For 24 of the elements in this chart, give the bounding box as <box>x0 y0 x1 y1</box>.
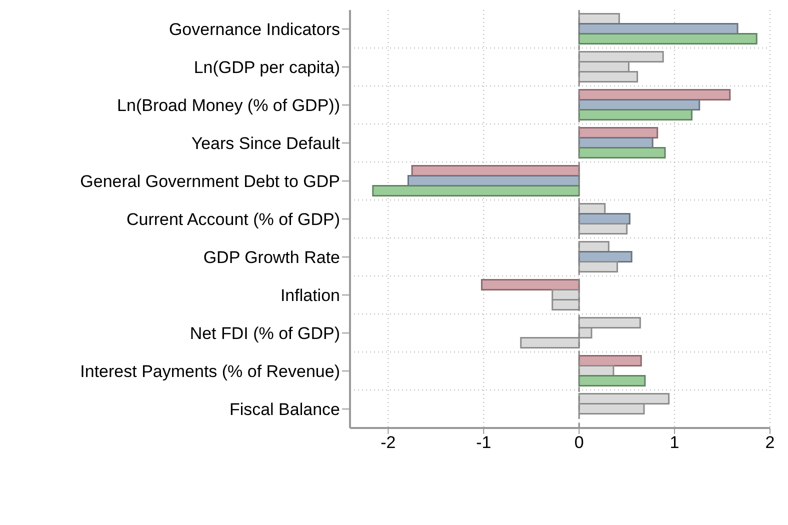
bar <box>578 375 646 387</box>
y-tick-label: Fiscal Balance <box>229 400 340 420</box>
y-tick-label: Years Since Default <box>191 134 340 154</box>
y-tick-label: Governance Indicators <box>168 20 340 40</box>
y-tick-label: Current Account (% of GDP) <box>126 210 340 230</box>
y-tick-label: Inflation <box>280 286 340 306</box>
y-tick-label: GDP Growth Rate <box>203 248 340 268</box>
y-tick-label: Net FDI (% of GDP) <box>190 324 340 344</box>
x-tick-label: 1 <box>670 433 680 452</box>
bar <box>372 185 580 197</box>
y-tick-label: Ln(GDP per capita) <box>194 58 340 78</box>
bar <box>578 33 758 45</box>
x-tick-label: -1 <box>476 433 492 452</box>
bar <box>578 109 692 121</box>
x-tick-label: 0 <box>574 433 584 452</box>
bar <box>578 355 642 367</box>
y-tick-label: Ln(Broad Money (% of GDP)) <box>117 96 340 116</box>
y-tick-label: General Government Debt to GDP <box>80 172 340 192</box>
bar <box>578 147 666 159</box>
bar <box>578 251 632 263</box>
x-tick-label: -2 <box>380 433 396 452</box>
bar <box>480 279 580 291</box>
x-tick-label: 2 <box>765 433 775 452</box>
y-tick-label: Interest Payments (% of Revenue) <box>80 362 340 382</box>
